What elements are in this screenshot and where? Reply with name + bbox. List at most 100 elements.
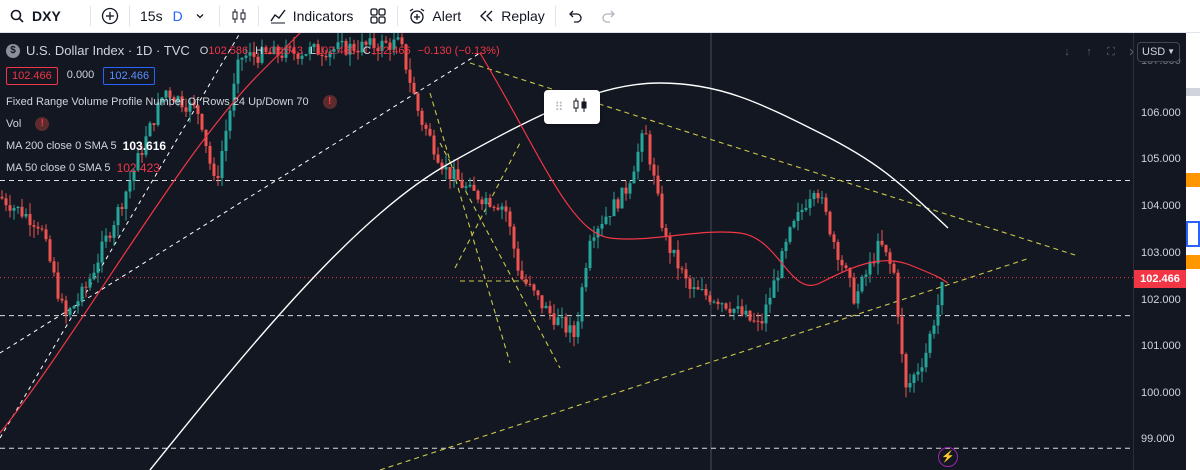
candle-body	[80, 286, 84, 302]
chevron-down-icon[interactable]	[191, 7, 209, 25]
redo-button[interactable]	[592, 0, 626, 33]
candle-body	[108, 235, 112, 238]
strip-marker[interactable]	[1186, 255, 1200, 269]
candle-body	[712, 301, 716, 303]
ask-button[interactable]: 102.466	[103, 67, 156, 85]
replay-button[interactable]: Replay	[469, 0, 553, 33]
candle-body	[272, 46, 276, 55]
candle-body	[904, 354, 908, 388]
alert-button[interactable]: Alert	[400, 0, 469, 33]
indicators-icon	[269, 7, 287, 25]
chart-type-button[interactable]	[222, 0, 256, 33]
candle-body	[540, 295, 544, 309]
candle-body	[888, 252, 892, 264]
channel-line	[0, 33, 241, 439]
candle-body	[440, 162, 444, 170]
currency-selector[interactable]: USD ▼	[1137, 42, 1180, 62]
candle-body	[612, 199, 616, 217]
axis-tick: 100.000	[1141, 387, 1181, 399]
candle-body	[8, 205, 12, 211]
series-title[interactable]: U.S. Dollar Index · 1D · TVC	[26, 43, 190, 58]
arrow-up-icon[interactable]: ↑	[1086, 46, 1092, 58]
candle-body	[936, 305, 940, 326]
strip-marker[interactable]	[1186, 173, 1200, 187]
arrow-down-icon[interactable]: ↓	[1064, 46, 1070, 58]
separator	[218, 6, 220, 26]
candle-body	[372, 38, 376, 49]
candle-body	[432, 135, 436, 155]
candle-body	[876, 240, 880, 264]
candle-body	[340, 40, 344, 43]
candle-body	[620, 187, 624, 209]
indicators-button[interactable]: Indicators	[261, 0, 362, 33]
indicator-volume[interactable]: Vol !	[6, 117, 50, 131]
close-value: 102.466	[370, 44, 411, 57]
candle-body	[320, 54, 324, 57]
candle-body	[180, 96, 184, 108]
candle-body	[508, 211, 512, 227]
candle-body	[184, 107, 188, 112]
templates-button[interactable]	[361, 0, 395, 33]
bid-button[interactable]: 102.466	[6, 67, 58, 85]
candle-body	[252, 52, 256, 57]
indicator-volume-profile[interactable]: Fixed Range Volume Profile Number Of Row…	[6, 95, 337, 109]
maximize-icon[interactable]: ⛶	[1107, 45, 1115, 58]
candles-icon[interactable]	[571, 96, 589, 119]
chevron-down-icon: ▼	[1167, 47, 1175, 56]
warning-icon[interactable]: !	[322, 95, 337, 109]
candle-body	[556, 317, 560, 325]
candle-body	[52, 261, 56, 273]
candle-body	[684, 269, 688, 279]
candle-body	[68, 308, 72, 315]
legend-title-row: $ U.S. Dollar Index · 1D · TVC O102.586 …	[6, 43, 504, 58]
candle-body	[412, 82, 416, 94]
candle-body	[140, 153, 144, 155]
chart-pane[interactable]	[0, 33, 1133, 470]
candle-body	[580, 287, 584, 322]
candle-body	[368, 38, 372, 45]
candle-body	[92, 272, 96, 279]
undo-button[interactable]	[558, 0, 592, 33]
warning-icon[interactable]: !	[35, 117, 50, 131]
symbol-search[interactable]: DXY	[0, 0, 88, 33]
candle-body	[844, 265, 848, 269]
strip-marker[interactable]	[1186, 221, 1200, 247]
candle-body	[148, 123, 152, 137]
candle-body	[736, 306, 740, 309]
candle-body	[568, 325, 572, 333]
candle-body	[388, 42, 392, 50]
candle-body	[500, 206, 504, 210]
trendline	[469, 62, 1076, 256]
candle-body	[824, 197, 828, 212]
lightning-icon[interactable]: ⚡	[938, 447, 958, 467]
indicator-ma50[interactable]: MA 50 close 0 SMA 5 102.423	[6, 161, 160, 175]
interval-active-label[interactable]: D	[172, 8, 183, 24]
indicator-ma200[interactable]: MA 200 close 0 SMA 5 103.616	[6, 139, 167, 153]
candle-body	[176, 96, 180, 102]
price-axis[interactable]: 107.000 106.000 105.000 104.000 103.000 …	[1133, 33, 1186, 470]
candle-body	[48, 239, 52, 262]
candle-body	[136, 153, 140, 171]
candle-body	[640, 133, 644, 152]
candle-body	[632, 171, 636, 184]
trendline	[429, 92, 511, 364]
compare-button[interactable]	[93, 0, 127, 33]
candle-body	[624, 187, 628, 194]
indicators-label: Indicators	[292, 8, 354, 24]
interval-selector[interactable]: 15s D	[132, 0, 217, 33]
candle-body	[144, 136, 148, 155]
candle-body	[480, 199, 484, 205]
candle-body	[36, 226, 40, 229]
candle-body	[16, 206, 20, 209]
candle-body	[268, 51, 272, 55]
candle-body	[156, 102, 160, 125]
ma200-line	[149, 82, 949, 470]
candle-body	[344, 40, 348, 55]
candle-body	[40, 228, 44, 230]
separator	[257, 6, 259, 26]
drag-handle-icon[interactable]: ⠿	[554, 100, 564, 114]
candle-body	[572, 325, 576, 338]
strip-marker[interactable]	[1186, 88, 1200, 96]
price-chart[interactable]	[0, 33, 1133, 470]
candle-body	[748, 310, 752, 321]
